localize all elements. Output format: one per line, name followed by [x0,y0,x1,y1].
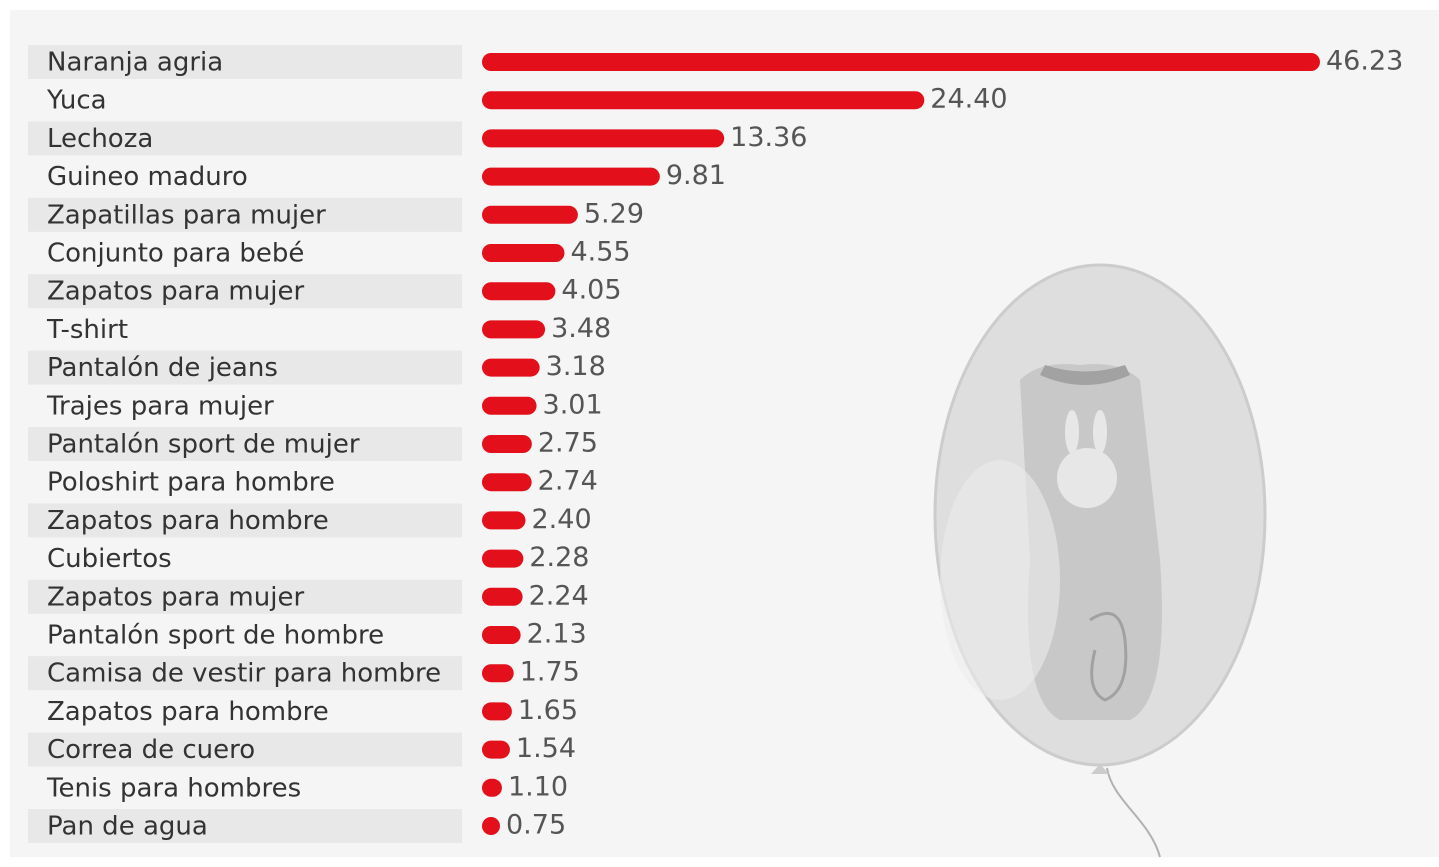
category-label: T-shirt [46,315,128,345]
value-label: 2.75 [538,428,598,459]
category-label: Lechoza [47,124,153,154]
value-label: 4.55 [570,237,630,268]
category-label: Pantalón sport de mujer [47,430,360,460]
category-label: Pantalón de jeans [47,353,278,383]
category-label: Zapatos para hombre [47,697,329,727]
bar [482,549,524,568]
category-label: Conjunto para bebé [47,239,304,269]
category-label: Tenis para hombres [46,773,301,803]
row-band [28,656,462,691]
row-band [28,809,462,843]
bunny-ear [1093,410,1107,454]
row-band [28,503,462,538]
value-label: 2.13 [527,619,587,650]
value-label: 9.81 [666,160,726,191]
category-label: Zapatos para mujer [47,277,304,307]
bar [482,53,1320,71]
row-band [28,732,462,767]
onesie-seam [1089,611,1128,702]
value-label: 3.01 [543,389,603,420]
bar [482,587,523,606]
category-label: Zapatillas para mujer [47,200,326,230]
balloon-string [1106,767,1161,858]
bar [482,740,510,759]
bar [482,91,925,110]
bar [482,817,500,835]
row-band [28,121,462,156]
row-band [28,274,462,309]
value-label: 1.75 [520,657,580,688]
bar [482,511,526,530]
row-band [28,45,462,79]
value-label: 13.36 [730,122,807,153]
value-label: 2.28 [529,542,589,573]
category-label: Correa de cuero [47,735,255,765]
category-label: Pantalón sport de hombre [47,621,384,651]
value-label: 4.05 [561,275,621,306]
highlight [940,460,1060,700]
bar [482,320,546,339]
value-label: 2.24 [529,580,589,611]
category-label: Trajes para mujer [46,391,274,421]
bar [482,167,660,186]
category-label: Naranja agria [47,48,223,78]
bar [482,702,512,721]
value-label: 3.18 [546,351,606,382]
category-label: Pan de agua [47,812,208,842]
collar [1040,365,1130,385]
row-band [28,579,462,614]
onesie [1020,364,1162,720]
category-label: Yuca [46,86,107,116]
value-label: 2.40 [532,504,592,535]
value-label: 46.23 [1326,46,1403,77]
balloon-knot [1091,764,1109,774]
value-label: 1.65 [518,695,578,726]
value-label: 2.74 [538,466,598,497]
value-label: 5.29 [584,198,644,229]
value-label: 0.75 [506,810,566,841]
category-label: Camisa de vestir para hombre [47,659,441,689]
bunny-ear [1065,410,1079,454]
bar [482,129,725,148]
value-label: 1.54 [516,733,576,764]
category-label: Zapatos para mujer [47,582,304,612]
bar [482,435,532,453]
bar [482,282,556,301]
bar [482,358,540,377]
bar [482,664,514,683]
bar [482,205,578,224]
row-band [28,350,462,385]
value-label: 1.10 [508,771,568,802]
bunny-face [1057,448,1117,508]
value-label: 24.40 [930,84,1007,115]
bar [482,778,502,797]
category-label: Guineo maduro [47,162,248,192]
bar [482,244,565,262]
row-band [28,427,462,461]
row-band [28,197,462,232]
bar [482,396,537,415]
category-label: Zapatos para hombre [47,506,329,536]
category-label: Poloshirt para hombre [47,468,335,498]
bar [482,626,521,644]
value-label: 3.48 [551,313,611,344]
bar [482,473,532,492]
category-label: Cubiertos [47,544,172,574]
balloon-illustration [933,263,1267,858]
